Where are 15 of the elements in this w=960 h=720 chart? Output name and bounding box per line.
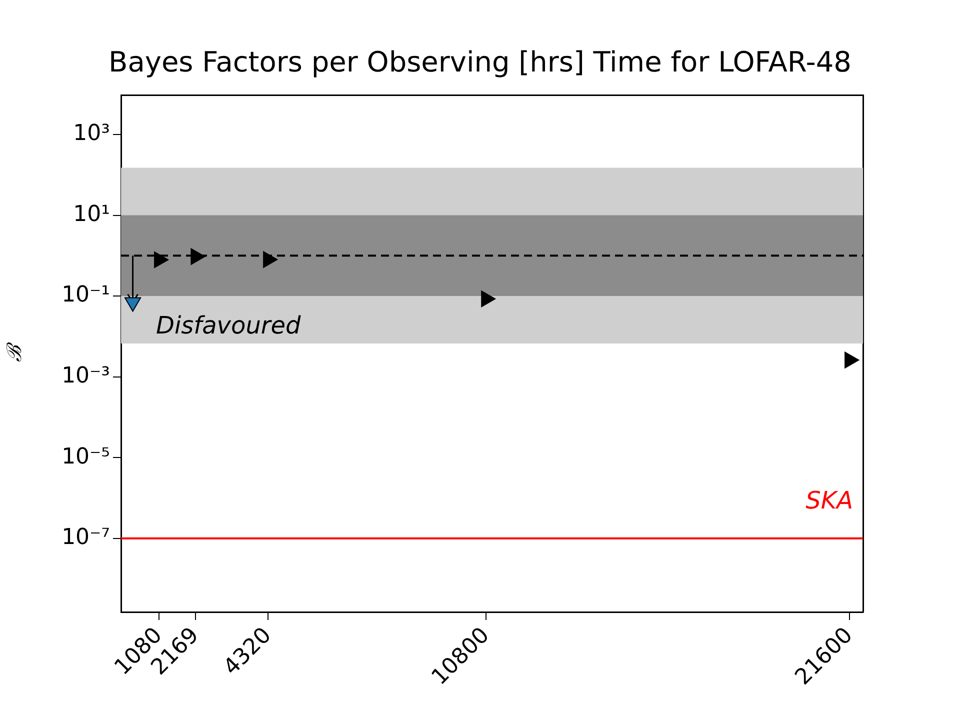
y-tick-label: 10¹ <box>73 202 110 227</box>
band-label: Disfavoured <box>156 312 302 340</box>
y-tick-label: 10³ <box>73 121 110 146</box>
point <box>263 251 278 268</box>
point <box>190 248 206 265</box>
y-tick-label: 10⁻¹ <box>62 282 110 308</box>
y-tick-label: 10⁻³ <box>62 364 110 389</box>
y-tick-label: 10⁻⁵ <box>62 444 110 470</box>
point <box>844 352 860 368</box>
point <box>481 290 496 308</box>
point <box>154 251 169 268</box>
y-axis-title: ℬ <box>2 342 26 362</box>
ref-line-label: SKA <box>806 486 853 515</box>
y-tick-label: 10⁻⁷ <box>62 525 110 550</box>
chart-title: Bayes Factors per Observing [hrs] Time for LOFAR-48 <box>108 45 852 78</box>
